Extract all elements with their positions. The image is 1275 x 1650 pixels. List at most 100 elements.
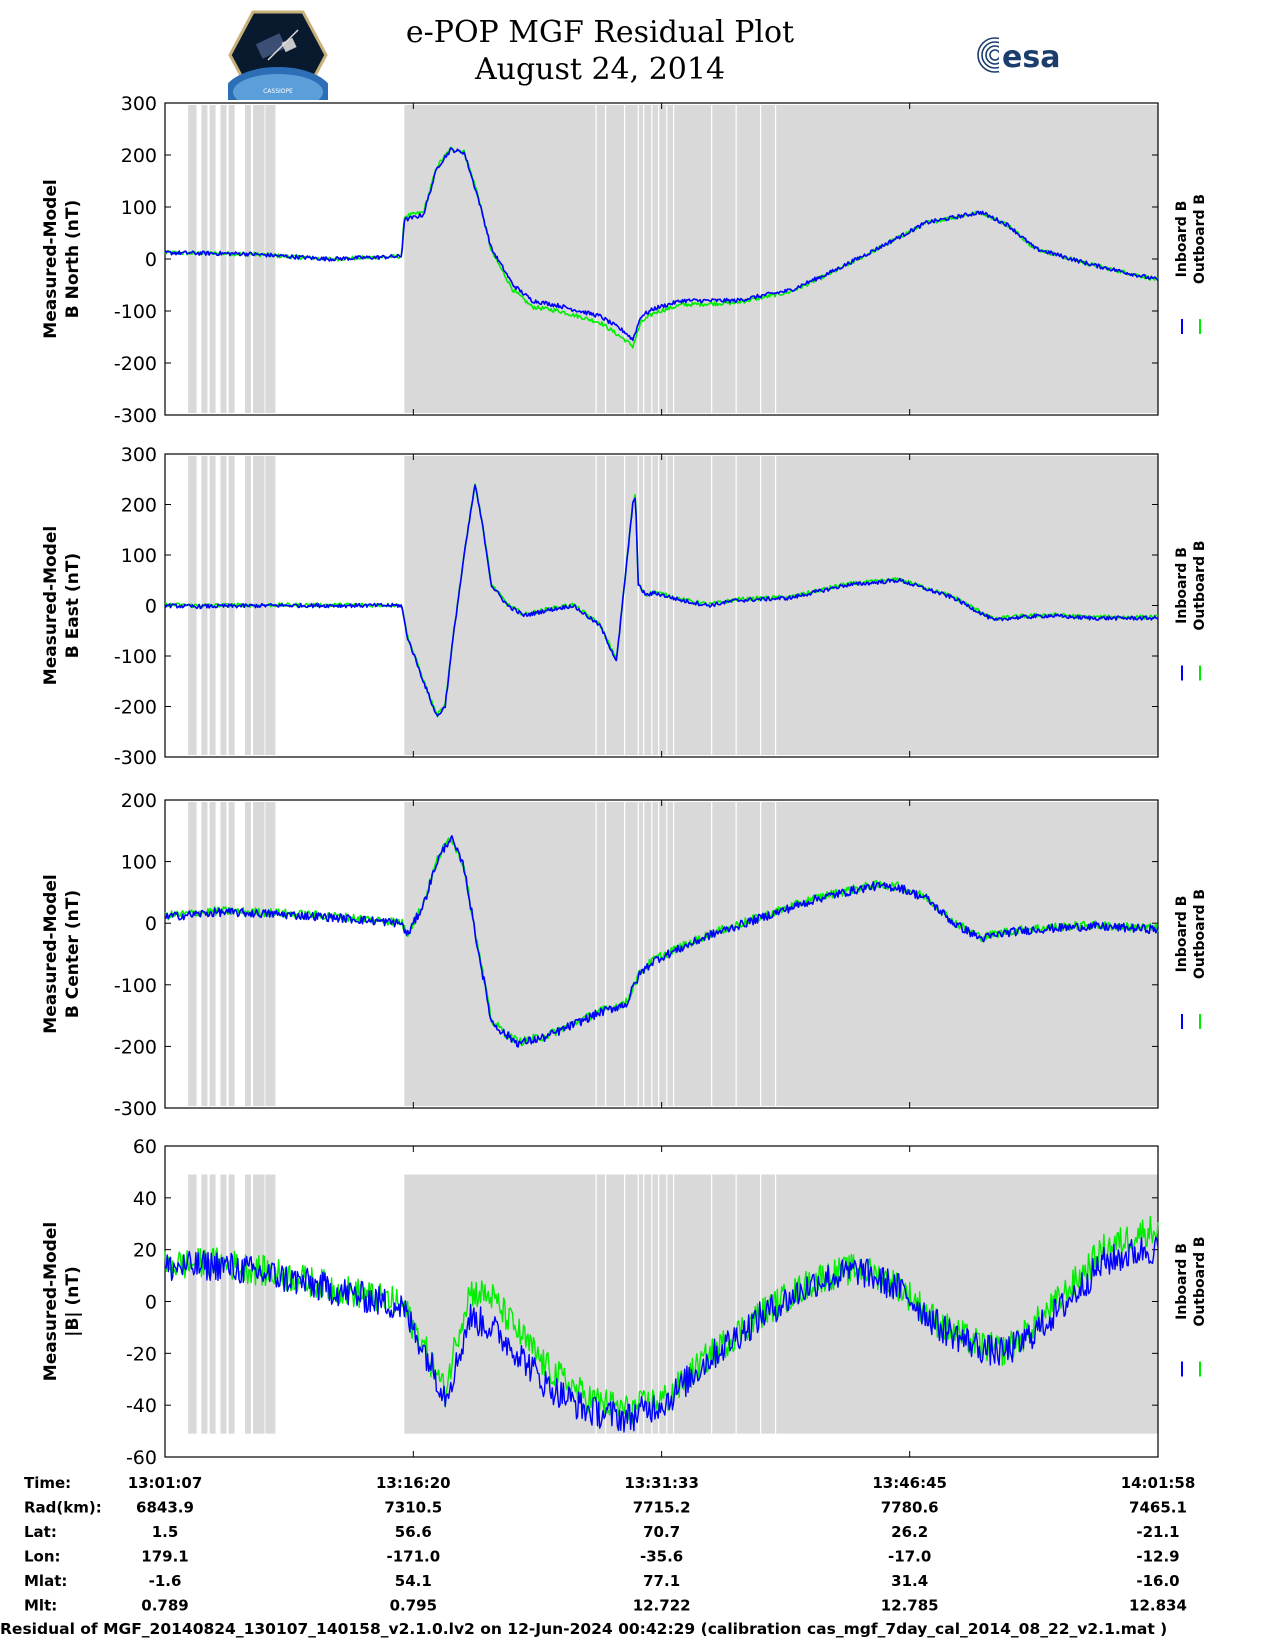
y-tick-label: -200 [114,697,157,719]
y-tick-label: 0 [145,913,157,935]
y-tick-label: -60 [126,1447,157,1469]
series-line-inboard [164,484,1159,717]
shaded-interval [258,105,265,413]
ephemeris-mlat-value: 54.1 [395,1572,432,1590]
y-axis-label-line-2: |B| (nT) [63,1266,83,1337]
esa-logo-text: esa [1002,40,1060,75]
footer-caption: Residual of MGF_20140824_130107_140158_v… [0,1620,1168,1638]
panel-b-north: 300 200 100 0 -100 -200 -300 Measured-Model B No… [41,93,1208,427]
shaded-interval [404,456,1158,755]
shaded-interval [269,802,276,1106]
ephemeris-time-value: 14:01:58 [1121,1474,1196,1492]
y-tick-label: 200 [121,495,157,517]
ephemeris-row-label: Lon: [24,1548,61,1566]
shaded-interval [269,105,276,413]
ephemeris-time-value: 13:46:45 [872,1474,947,1492]
ephemeris-time-value: 13:16:20 [376,1474,451,1492]
shaded-interval [209,105,216,413]
ephemeris-lat-value: 1.5 [152,1523,179,1541]
ephemeris-mlt-value: 12.834 [1129,1597,1187,1615]
series-line-inboard [164,147,1159,342]
shaded-interval [209,1174,216,1434]
legend-label-inboard: Inboard B [1174,201,1190,278]
ephemeris-lon-value: -17.0 [888,1548,931,1566]
ephemeris-time-value: 13:31:33 [624,1474,699,1492]
panel-b-total: 60 40 20 0 -20 -40 -60 Measured-Model |B| (nT) In… [41,1136,1208,1469]
shaded-interval [190,802,197,1106]
legend-label-outboard: Outboard B [1192,194,1208,284]
shaded-interval [188,1174,193,1434]
ephemeris-lon-value: 179.1 [141,1548,188,1566]
ephemeris-mlat-value: 77.1 [643,1572,680,1590]
y-tick-label: -100 [114,646,157,668]
y-axis-label-line-1: Measured-Model [41,874,61,1033]
plot-title: e-POP MGF Residual Plot August 24, 2014 [400,14,800,88]
cassiope-logo: CASSIOPE [228,10,328,100]
ephemeris-rad-value: 7780.6 [881,1499,939,1517]
ephemeris-lon-value: -12.9 [1136,1548,1179,1566]
shaded-interval [190,1174,197,1434]
shaded-interval [190,105,197,413]
y-tick-label: 300 [121,93,157,115]
y-tick-label: 0 [145,596,157,618]
legend-label-inboard: Inboard B [1174,1243,1190,1320]
ephemeris-time-value: 13:01:07 [128,1474,203,1492]
title-line-2: August 24, 2014 [474,52,726,87]
y-axis-label-line-1: Measured-Model [41,179,61,338]
shaded-interval [244,1174,251,1434]
ephemeris-row-label: Time: [24,1474,71,1492]
ephemeris-mlt-value: 12.785 [881,1597,939,1615]
y-tick-label: -40 [126,1395,157,1417]
y-tick-label: 40 [133,1188,157,1210]
shaded-interval [404,1174,1158,1434]
ephemeris-mlt-value: 0.795 [390,1597,437,1615]
ephemeris-rad-value: 7715.2 [633,1499,691,1517]
ephemeris-lon-value: -171.0 [386,1548,440,1566]
panel-b-east: 300 200 100 0 -100 -200 -300 Measured-Model B Ea… [41,444,1208,769]
title-line-1: e-POP MGF Residual Plot [405,15,795,50]
shaded-interval [228,802,235,1106]
shaded-interval [244,802,251,1106]
shaded-interval [201,802,208,1106]
ephemeris-mlat-value: -16.0 [1136,1572,1179,1590]
ephemeris-table: Time: Rad(km): Lat: Lon: Mlat: Mlt: 13:01:07 68… [24,1474,1195,1615]
ephemeris-mlt-value: 12.722 [633,1597,691,1615]
shaded-interval [265,802,272,1106]
y-tick-label: 300 [121,444,157,466]
ephemeris-mlat-value: -1.6 [149,1572,182,1590]
y-axis-label-line-2: B Center (nT) [63,890,83,1018]
shaded-interval [220,802,227,1106]
ephemeris-lon-value: -35.6 [640,1548,683,1566]
ephemeris-lat-value: 56.6 [395,1523,432,1541]
esa-logo: esa [977,37,1060,75]
shaded-interval [188,105,193,413]
y-tick-label: -300 [114,405,157,427]
ephemeris-rad-value: 7465.1 [1129,1499,1187,1517]
shaded-interval [220,1174,227,1434]
ephemeris-row-label: Mlat: [24,1572,67,1590]
ephemeris-mlat-value: 31.4 [891,1572,928,1590]
y-axis-label-line-2: B East (nT) [63,553,83,658]
legend-label-inboard: Inboard B [1174,547,1190,624]
y-tick-label: 0 [145,249,157,271]
y-axis-label-line-1: Measured-Model [41,1222,61,1381]
y-tick-label: 20 [133,1240,157,1262]
shaded-interval [220,105,227,413]
y-tick-label: 0 [145,1292,157,1314]
ephemeris-mlt-value: 0.789 [141,1597,188,1615]
y-tick-label: -100 [114,301,157,323]
series-line-inboard [164,1236,1159,1433]
y-tick-label: 200 [121,145,157,167]
y-tick-label: -200 [114,353,157,375]
y-tick-label: 200 [121,790,157,812]
legend-label-outboard: Outboard B [1192,540,1208,630]
y-tick-label: -100 [114,975,157,997]
shaded-interval [201,1174,208,1434]
ephemeris-row-label: Rad(km): [24,1499,102,1517]
cassiope-logo-text: CASSIOPE [263,88,293,95]
y-tick-label: -200 [114,1036,157,1058]
ephemeris-rad-value: 6843.9 [136,1499,194,1517]
series-line-outboard [164,483,1159,718]
shaded-interval [258,1174,265,1434]
